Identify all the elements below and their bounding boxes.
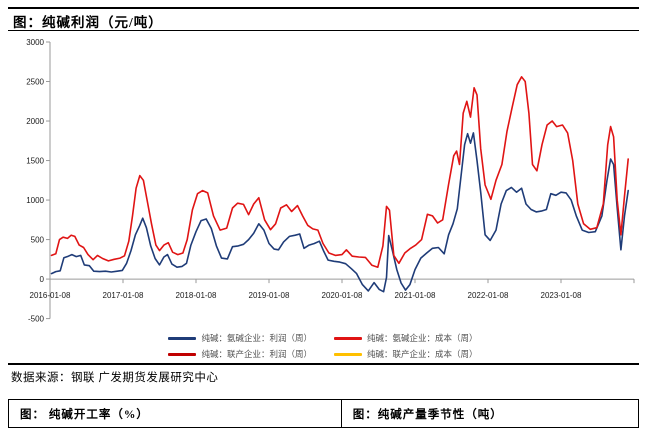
y-tick-label: 500 [31,236,45,245]
series-line [50,76,630,269]
legend-swatch [334,352,362,356]
x-tick-label: 2017-01-08 [103,291,144,300]
x-tick-label: 2018-01-08 [176,291,217,300]
section-title-output-seasonality: 图：纯碱产量季节性（吨） [352,408,503,421]
legend-label: 纯碱：联产企业：利润（周） [201,349,312,359]
legend-label: 纯碱：氨碱企业：利润（周） [201,333,312,343]
legend-item: 纯碱：氨碱企业：利润（周） [168,332,312,344]
top-divider [8,7,639,9]
y-tick-label: 2000 [26,117,44,126]
x-tick-label: 2023-01-08 [541,291,582,300]
legend-label: 纯碱：氨碱企业：成本（周） [367,333,478,343]
legend-swatch [168,336,197,340]
legend-swatch [334,336,362,340]
y-tick-label: 1500 [26,157,44,166]
x-tick-label: 2020-01-08 [322,291,363,300]
series-line [50,132,630,293]
mid-divider [8,363,639,365]
legend-label: 纯碱：联产企业：成本（周） [367,349,478,359]
legend-item: 纯碱：联产企业：成本（周） [334,348,478,360]
y-tick-label: 3000 [26,38,44,47]
y-tick-label: 1000 [26,196,44,205]
x-tick-label: 2021-01-08 [395,291,436,300]
title-divider [8,30,639,31]
y-tick-label: -500 [28,315,45,324]
next-sections-table: 图： 纯碱开工率（%） 图：纯碱产量季节性（吨） [8,399,639,428]
x-tick-label: 2022-01-08 [468,291,509,300]
chart-title: 图：纯碱利润（元/吨） [13,15,163,30]
legend-item: 纯碱：联产企业：利润（周） [168,348,312,360]
legend-grid: 纯碱：氨碱企业：利润（周） 纯碱：氨碱企业：成本（周） 纯碱：联产企业：利润（周） 纯… [168,332,478,360]
data-source-line: 数据来源：钢联 广发期货发展研究中心 [11,372,219,384]
x-tick-label: 2019-01-08 [249,291,290,300]
legend-item: 纯碱：氨碱企业：成本（周） [334,332,478,344]
legend-swatch [168,352,197,356]
y-tick-label: 0 [40,275,45,284]
chart-legend: 纯碱：氨碱企业：利润（周） 纯碱：氨碱企业：成本（周） 纯碱：联产企业：利润（周） 纯… [0,332,646,360]
x-tick-label: 2016-01-08 [30,291,71,300]
section-title-operating-rate: 图： 纯碱开工率（%） [9,400,342,427]
y-tick-label: 2500 [26,78,44,87]
